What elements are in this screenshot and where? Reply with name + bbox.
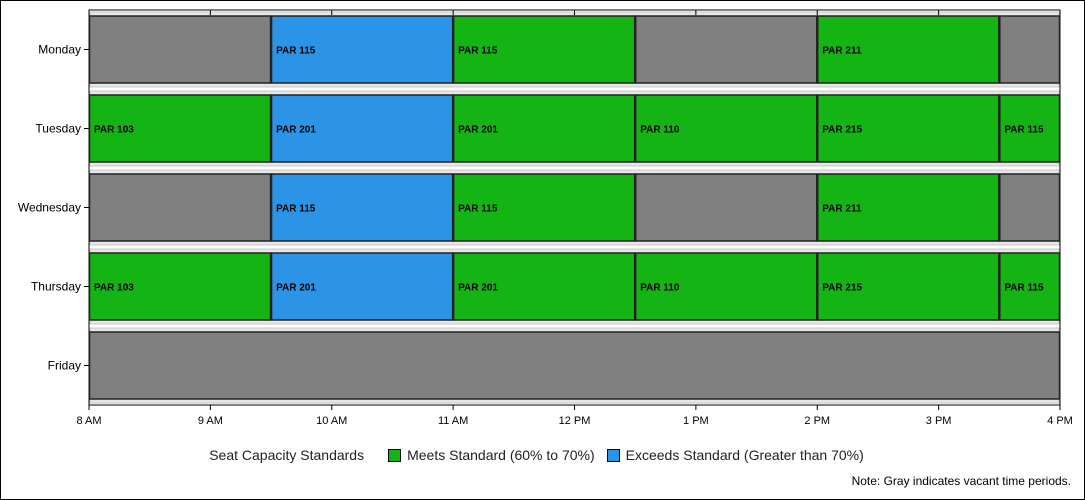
gantt-bar	[270, 173, 454, 242]
gantt-bar	[817, 252, 1000, 321]
x-tick-label: 8 AM	[76, 415, 101, 427]
gantt-bar	[817, 15, 1000, 84]
gantt-chart: Monday PAR 115 PAR 115 PAR 211 Tuesday PAR 10…	[18, 9, 1073, 427]
bar-label: PAR 115	[1004, 283, 1044, 294]
gantt-bar	[88, 15, 272, 84]
gantt-bar	[452, 15, 636, 84]
x-tick-label: 4 PM	[1047, 415, 1073, 427]
gantt-bar	[88, 94, 272, 163]
gantt-bar	[999, 15, 1061, 84]
gantt-bar	[452, 94, 636, 163]
gantt-bar	[270, 15, 454, 84]
gantt-bar	[634, 94, 818, 163]
legend-swatch-meets	[388, 448, 402, 462]
bar-label: PAR 115	[458, 204, 498, 215]
legend-title: Seat Capacity Standards	[209, 447, 365, 463]
bar-label: PAR 103	[94, 283, 134, 294]
x-tick-label: 9 AM	[198, 415, 223, 427]
bar-label: PAR 115	[276, 46, 316, 57]
x-tick-label: 1 PM	[683, 415, 709, 427]
bar-label: PAR 201	[276, 283, 316, 294]
legend-swatch-exceeds	[606, 448, 620, 462]
gantt-bar	[634, 15, 818, 84]
bar-label: PAR 201	[458, 283, 498, 294]
footnote: Note: Gray indicates vacant time periods…	[851, 474, 1071, 488]
bar-label: PAR 211	[822, 204, 862, 215]
y-tick-label: Tuesday	[35, 122, 81, 136]
x-tick-label: 12 PM	[559, 415, 591, 427]
y-tick-label: Thursday	[31, 280, 81, 294]
bar-label: PAR 103	[94, 125, 134, 136]
x-tick-label: 11 AM	[438, 415, 468, 427]
bar-label: PAR 201	[276, 125, 316, 136]
gantt-bar	[270, 94, 454, 163]
legend-item-meets: Meets Standard (60% to 70%)	[388, 447, 595, 463]
legend: Seat Capacity Standards Meets Standard (…	[0, 445, 1085, 465]
bar-label: PAR 110	[640, 283, 680, 294]
gantt-bar	[88, 252, 272, 321]
gantt-bar	[452, 173, 636, 242]
gantt-bar	[634, 252, 818, 321]
bar-label: PAR 115	[458, 46, 498, 57]
x-tick-label: 10 AM	[316, 415, 347, 427]
legend-label-meets: Meets Standard (60% to 70%)	[407, 447, 595, 463]
gantt-bar	[999, 252, 1061, 321]
bar-label: PAR 115	[276, 204, 316, 215]
gantt-bar	[634, 173, 818, 242]
gantt-bar	[270, 252, 454, 321]
gantt-bar	[999, 173, 1061, 242]
gantt-bar	[817, 94, 1000, 163]
legend-item-exceeds: Exceeds Standard (Greater than 70%)	[606, 447, 864, 463]
gantt-bar	[88, 173, 272, 242]
legend-label-exceeds: Exceeds Standard (Greater than 70%)	[625, 447, 864, 463]
bar-label: PAR 201	[458, 125, 498, 136]
bar-label: PAR 110	[640, 125, 680, 136]
gantt-bar	[817, 173, 1000, 242]
y-tick-label: Friday	[48, 359, 81, 373]
x-tick-label: 3 PM	[926, 415, 952, 427]
bar-label: PAR 215	[822, 283, 862, 294]
gantt-bar	[452, 252, 636, 321]
gantt-bar	[999, 94, 1061, 163]
bar-label: PAR 115	[1004, 125, 1044, 136]
bar-label: PAR 215	[822, 125, 862, 136]
bar-label: PAR 211	[822, 46, 862, 57]
y-tick-label: Monday	[38, 43, 81, 57]
y-tick-label: Wednesday	[18, 201, 81, 215]
x-tick-label: 2 PM	[804, 415, 830, 427]
gantt-bar	[88, 331, 1061, 400]
